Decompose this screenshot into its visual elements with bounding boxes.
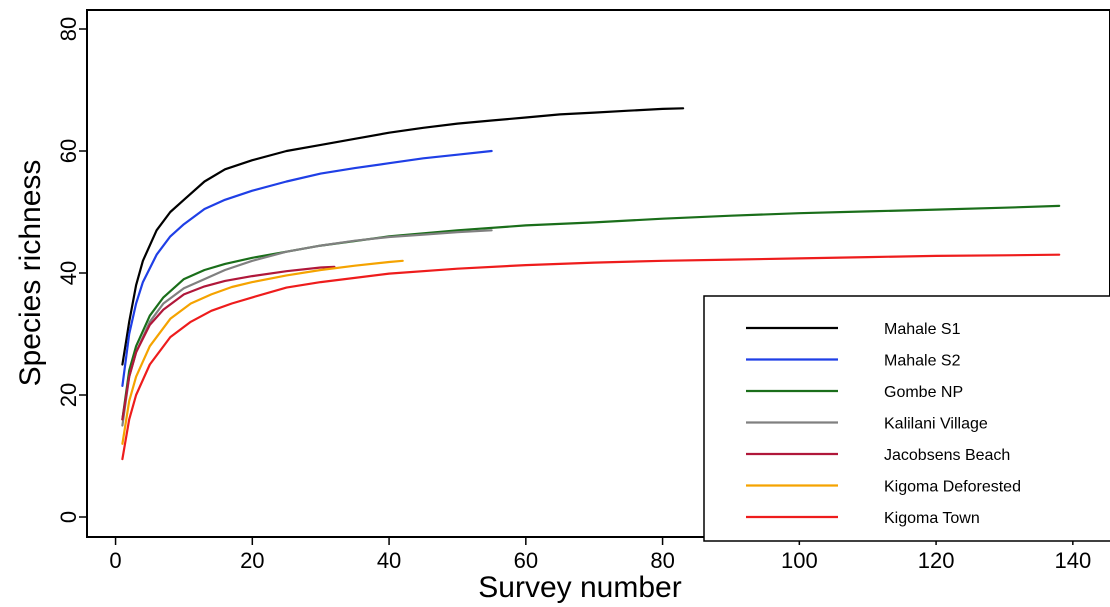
y-tick-label: 80 bbox=[56, 17, 81, 41]
x-tick-label: 140 bbox=[1054, 548, 1091, 573]
series-line-kigoma-town bbox=[121, 253, 1061, 461]
x-tick-label: 20 bbox=[240, 548, 264, 573]
legend: Mahale S1 Mahale S2 Gombe NP Kalilani Villa… bbox=[703, 295, 1110, 542]
legend-label: Kalilani Village bbox=[884, 416, 988, 433]
y-axis-title: Species richness bbox=[14, 160, 47, 387]
y-axis: 0 20 40 60 80 bbox=[56, 17, 87, 523]
series-line-kalilani-village bbox=[121, 229, 493, 427]
x-tick-label: 80 bbox=[650, 548, 674, 573]
x-tick-label: 40 bbox=[377, 548, 401, 573]
legend-entries: Mahale S1 Mahale S2 Gombe NP Kalilani Villa… bbox=[746, 321, 1021, 527]
legend-box bbox=[703, 295, 1110, 542]
x-axis-title: Survey number bbox=[478, 571, 681, 604]
series-line-mahale-s2 bbox=[121, 149, 493, 387]
series-lines bbox=[121, 107, 1061, 461]
legend-label: Kigoma Town bbox=[884, 510, 980, 527]
series-line-mahale-s1 bbox=[121, 107, 685, 366]
y-tick-label: 60 bbox=[56, 139, 81, 163]
x-tick-label: 0 bbox=[109, 548, 121, 573]
series-line-kigoma-deforested bbox=[121, 259, 404, 445]
x-axis: 0 20 40 60 80 100 120 140 bbox=[109, 537, 1091, 573]
legend-label: Kigoma Deforested bbox=[884, 479, 1021, 496]
legend-label: Jacobsens Beach bbox=[884, 447, 1010, 464]
legend-label: Mahale S1 bbox=[884, 321, 961, 338]
legend-label: Gombe NP bbox=[884, 384, 963, 401]
y-tick-label: 20 bbox=[56, 383, 81, 407]
series-line-jacobsens-beach bbox=[121, 265, 336, 421]
y-tick-label: 40 bbox=[56, 261, 81, 285]
y-tick-label: 0 bbox=[56, 511, 81, 523]
x-tick-label: 60 bbox=[514, 548, 538, 573]
x-tick-label: 120 bbox=[918, 548, 955, 573]
x-tick-label: 100 bbox=[781, 548, 818, 573]
legend-label: Mahale S2 bbox=[884, 353, 961, 370]
